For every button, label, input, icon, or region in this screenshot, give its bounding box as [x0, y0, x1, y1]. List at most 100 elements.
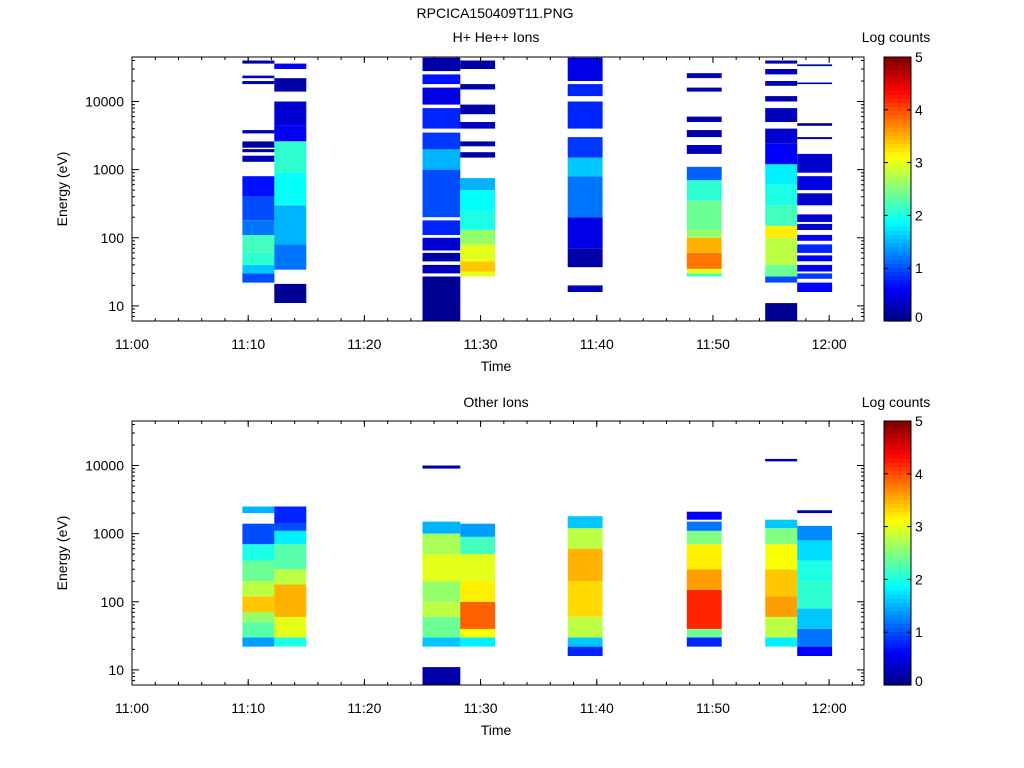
- heatmap-cell: [797, 273, 833, 279]
- heatmap-cell: [797, 510, 833, 514]
- x-tick-label: 11:40: [580, 336, 614, 352]
- heatmap-cell: [797, 214, 833, 222]
- y-tick-label: 1000: [93, 162, 124, 178]
- colorbar-segment: [884, 90, 911, 95]
- heatmap-cell: [242, 141, 275, 148]
- heatmap-cell: [797, 628, 833, 647]
- colorbar-segment: [884, 680, 911, 686]
- heatmap-cell: [422, 169, 461, 218]
- heatmap-cell: [274, 523, 307, 531]
- heatmap-cell: [686, 637, 722, 647]
- heatmap-cell: [242, 637, 275, 647]
- heatmap-cell: [242, 523, 275, 545]
- colorbar-segment: [884, 180, 911, 186]
- heatmap-cell: [460, 210, 496, 230]
- x-tick-label: 11:40: [580, 700, 614, 716]
- colorbar-segment: [884, 507, 911, 513]
- colorbar-segment: [884, 296, 911, 301]
- heatmap-cell: [422, 601, 461, 617]
- colorbar-segment: [884, 106, 911, 112]
- x-tick-label: 12:00: [812, 700, 847, 716]
- heatmap-cell: [274, 569, 307, 585]
- heatmap-cell: [797, 525, 833, 541]
- heatmap-cell: [274, 63, 307, 69]
- heatmap-cell: [765, 637, 798, 647]
- heatmap-cell: [422, 149, 461, 170]
- colorbar-segment: [884, 176, 911, 182]
- heatmap-cell: [765, 519, 798, 529]
- heatmap-cell: [686, 273, 722, 277]
- colorbar-segment: [884, 462, 911, 467]
- x-tick-label: 11:00: [115, 336, 149, 352]
- heatmap-cell: [460, 104, 496, 115]
- colorbar-segment: [884, 664, 911, 670]
- colorbar-segment: [884, 156, 911, 161]
- y-tick-label: 100: [101, 230, 125, 246]
- x-tick-label: 11:00: [115, 700, 149, 716]
- heatmap-cell: [460, 244, 496, 262]
- colorbar-segment: [884, 524, 911, 529]
- heatmap-cell: [765, 81, 798, 86]
- heatmap-cell: [460, 554, 496, 582]
- x-tick-label: 11:10: [231, 336, 265, 352]
- colorbar-segment: [884, 433, 911, 439]
- colorbar-segment: [884, 308, 911, 314]
- heatmap-cell: [765, 96, 798, 102]
- colorbar-segment: [884, 98, 911, 103]
- heatmap-cell: [274, 637, 307, 647]
- colorbar-segment: [884, 581, 911, 587]
- heatmap-cell: [422, 237, 461, 251]
- colorbar-segment: [884, 102, 911, 108]
- heatmap-cell: [460, 261, 496, 272]
- heatmap-cell: [422, 57, 461, 72]
- colorbar-segment: [884, 164, 911, 169]
- colorbar-segment: [884, 217, 911, 223]
- colorbar-segment: [884, 172, 911, 178]
- colorbar-segment: [884, 267, 911, 273]
- heatmap-cell: [274, 544, 307, 570]
- colorbar-segment: [884, 499, 911, 505]
- heatmap-cell: [686, 145, 722, 154]
- colorbar-segment: [884, 544, 911, 550]
- heatmap-cell: [765, 237, 798, 265]
- y-tick-label: 10: [108, 298, 124, 314]
- colorbar-segment: [884, 573, 911, 579]
- heatmap-cell: [567, 101, 603, 129]
- colorbar-segment: [884, 143, 911, 149]
- heatmap-cell: [686, 530, 722, 545]
- colorbar-segment: [884, 491, 911, 496]
- y-tick-label: 10000: [85, 458, 124, 474]
- heatmap-cell: [797, 560, 833, 582]
- colorbar-segment: [884, 69, 911, 75]
- heatmap-cell: [797, 176, 833, 191]
- heatmap-cell: [422, 220, 461, 235]
- heatmap-cell: [422, 533, 461, 555]
- colorbar-segment: [884, 548, 911, 554]
- heatmap-cell: [765, 184, 798, 206]
- colorbar-segment: [884, 147, 911, 153]
- heatmap-plot: 11:00 11:10 11:20 11:30 11:40 11:50 12:0010100…: [85, 49, 923, 352]
- colorbar-segment: [884, 561, 911, 566]
- colorbar-segment: [884, 312, 911, 318]
- heatmap-cell: [567, 84, 603, 97]
- heatmap-cell: [567, 57, 603, 81]
- colorbar-segment: [884, 209, 911, 215]
- colorbar-tick-label: 5: [915, 413, 923, 429]
- colorbar-segment: [884, 425, 911, 430]
- y-axis-label: Energy (eV): [54, 516, 70, 591]
- colorbar-segment: [884, 623, 911, 628]
- heatmap-cell: [765, 569, 798, 597]
- colorbar-segment: [884, 590, 911, 595]
- heatmap-cell: [765, 458, 798, 462]
- x-tick-label: 11:50: [696, 700, 730, 716]
- heatmap-cell: [274, 125, 307, 142]
- heatmap-cell: [422, 667, 461, 685]
- colorbar-segment: [884, 57, 911, 62]
- colorbar-segment: [884, 441, 911, 447]
- colorbar-segment: [884, 676, 911, 682]
- colorbar-segment: [884, 553, 911, 558]
- colorbar-segment: [884, 511, 911, 517]
- heatmap-cell: [797, 282, 833, 292]
- heatmap-cell: [797, 234, 833, 241]
- heatmap-cell: [567, 646, 603, 656]
